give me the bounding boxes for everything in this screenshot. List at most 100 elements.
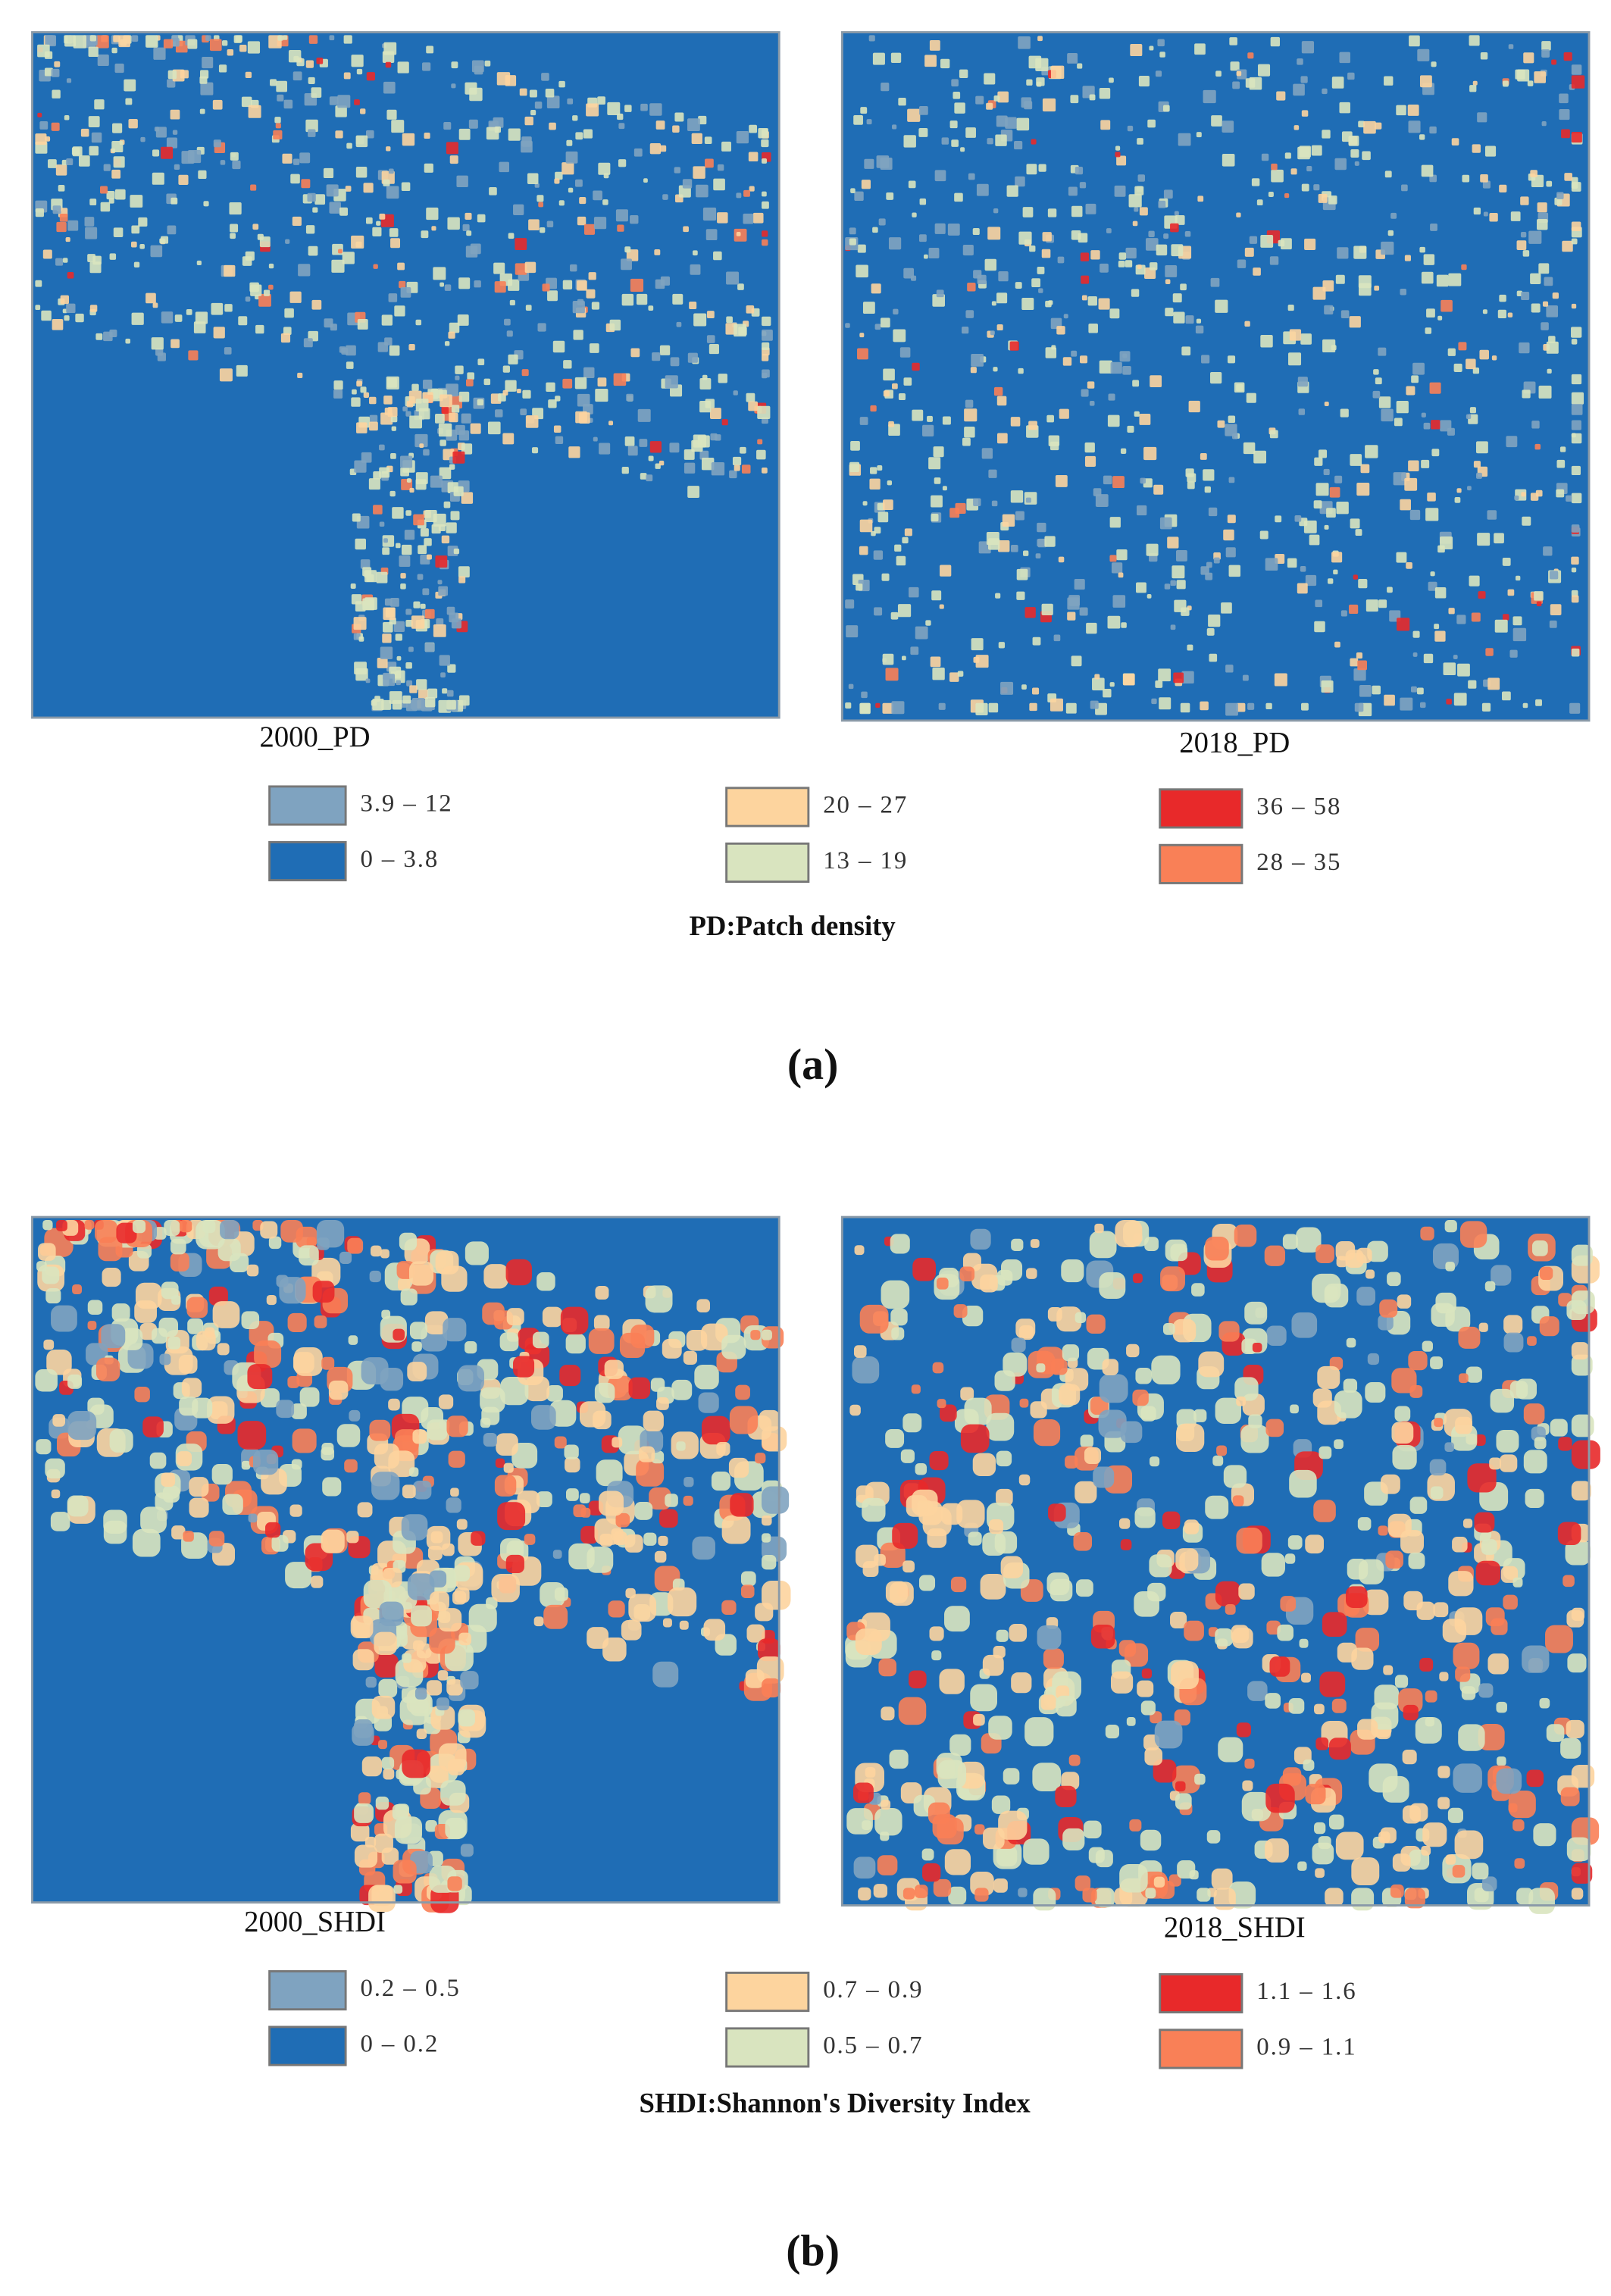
map-patch bbox=[929, 39, 940, 51]
map-patch bbox=[1300, 76, 1308, 83]
map-patch bbox=[1412, 630, 1420, 638]
caption: SHDI:Shannon's Diversity Index bbox=[640, 2088, 1031, 2119]
map-patch bbox=[1381, 241, 1394, 255]
map-patch bbox=[949, 120, 958, 129]
map-patch bbox=[1146, 543, 1159, 556]
map-patch bbox=[746, 1624, 765, 1643]
map-patch bbox=[1122, 353, 1128, 358]
map-patch bbox=[928, 248, 940, 258]
map-patch bbox=[1512, 616, 1522, 626]
map-patch bbox=[1427, 493, 1436, 502]
map-patch bbox=[618, 123, 625, 130]
map-patch bbox=[1187, 644, 1193, 651]
map-patch bbox=[971, 353, 984, 367]
map-patch bbox=[1215, 1628, 1233, 1647]
map-patch bbox=[1550, 604, 1562, 615]
map-patch bbox=[1360, 464, 1370, 474]
map-patch bbox=[762, 316, 771, 327]
map-patch bbox=[443, 501, 451, 508]
map-patch bbox=[1026, 1268, 1037, 1279]
map-patch bbox=[167, 70, 177, 80]
map-patch bbox=[443, 122, 452, 130]
map-patch bbox=[1200, 453, 1207, 460]
map-patch bbox=[563, 360, 572, 369]
map-patch bbox=[1191, 1283, 1205, 1297]
map-patch bbox=[1571, 75, 1585, 89]
map-patch bbox=[230, 224, 239, 233]
map-patch bbox=[1487, 677, 1500, 690]
map-patch bbox=[528, 219, 540, 231]
map-patch bbox=[615, 209, 628, 222]
map-patch bbox=[400, 583, 406, 590]
map-patch bbox=[1390, 1884, 1404, 1898]
map-patch bbox=[355, 135, 368, 148]
map-label: 2018_SHDI bbox=[1164, 1912, 1306, 1944]
map-patch bbox=[237, 1421, 267, 1450]
map-patch bbox=[1087, 296, 1097, 306]
map-patch bbox=[305, 119, 318, 133]
map-patch bbox=[1484, 145, 1497, 157]
map-patch bbox=[1571, 590, 1578, 597]
map-patch bbox=[303, 338, 313, 348]
map-patch bbox=[1349, 316, 1361, 328]
map-patch bbox=[1242, 674, 1249, 681]
map-patch bbox=[1522, 516, 1531, 526]
map-patch bbox=[591, 302, 600, 310]
map-patch bbox=[1434, 630, 1446, 642]
map-patch bbox=[109, 1428, 133, 1453]
map-patch bbox=[1249, 236, 1258, 244]
map-patch bbox=[371, 1885, 393, 1907]
map-patch bbox=[1314, 457, 1323, 466]
map-patch bbox=[1394, 1675, 1409, 1688]
map-patch bbox=[1055, 1785, 1077, 1808]
map-patch bbox=[1165, 265, 1178, 277]
map-patch bbox=[60, 295, 70, 305]
map-patch bbox=[247, 41, 261, 54]
map-patch bbox=[436, 1697, 449, 1711]
map-patch bbox=[1539, 1266, 1553, 1281]
map-patch bbox=[342, 252, 355, 264]
map-patch bbox=[1265, 1838, 1289, 1863]
map-patch bbox=[1256, 199, 1263, 206]
map-patch bbox=[704, 136, 712, 145]
map-patch bbox=[1447, 427, 1455, 436]
map-patch bbox=[1024, 607, 1036, 618]
map-patch bbox=[1554, 197, 1563, 205]
map-patch bbox=[898, 1697, 927, 1725]
map-patch bbox=[915, 626, 928, 640]
map-patch bbox=[426, 1766, 449, 1788]
map-patch bbox=[1426, 308, 1435, 318]
map-patch bbox=[120, 1328, 143, 1350]
map-patch bbox=[1528, 1888, 1555, 1914]
map-patch bbox=[713, 251, 722, 261]
map-patch bbox=[409, 487, 414, 493]
map-patch bbox=[932, 294, 945, 307]
map-patch bbox=[1512, 1577, 1523, 1587]
map-patch bbox=[940, 1404, 957, 1422]
map-patch bbox=[125, 98, 133, 105]
map-patch bbox=[1086, 622, 1097, 634]
map-patch bbox=[743, 189, 750, 197]
map-patch bbox=[572, 301, 585, 314]
map-patch bbox=[520, 408, 527, 415]
map-patch bbox=[477, 399, 483, 406]
map-patch bbox=[1509, 649, 1518, 658]
map-patch bbox=[1351, 1857, 1380, 1886]
map-patch bbox=[416, 679, 427, 690]
map-patch bbox=[857, 244, 866, 253]
map-patch bbox=[279, 1277, 306, 1304]
map-patch bbox=[98, 1237, 123, 1262]
map-patch bbox=[749, 186, 755, 192]
map-patch bbox=[1401, 184, 1408, 192]
map-patch bbox=[997, 91, 1009, 103]
map-patch bbox=[1520, 196, 1529, 205]
map-patch bbox=[483, 378, 491, 386]
map-patch bbox=[1137, 138, 1143, 145]
map-patch bbox=[1408, 1350, 1428, 1371]
map-patch bbox=[155, 1492, 174, 1511]
map-patch bbox=[85, 227, 98, 239]
map-patch bbox=[138, 217, 148, 227]
map-patch bbox=[405, 619, 413, 627]
map-patch bbox=[922, 424, 934, 436]
map-patch bbox=[1412, 652, 1418, 657]
